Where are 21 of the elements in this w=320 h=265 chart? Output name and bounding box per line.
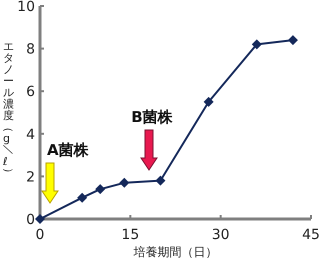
y-tick-label: 10 — [17, 0, 35, 15]
x-tick-label: 45 — [302, 227, 320, 243]
y-tick-label: 2 — [26, 169, 35, 186]
point — [155, 176, 166, 186]
annotation: B菌株 — [131, 108, 174, 126]
point — [288, 35, 298, 46]
annotation: A菌株 — [47, 141, 90, 159]
point — [252, 39, 262, 50]
point — [204, 96, 214, 107]
x-axis-title: 培養期間（日） — [132, 245, 218, 259]
y-tick-label: 8 — [26, 42, 35, 58]
point — [35, 214, 45, 224]
y-axis-title: エタノール濃度（g／ℓ） — [2, 40, 15, 178]
point — [77, 192, 88, 203]
x-tick-label: 15 — [121, 227, 140, 243]
point — [95, 184, 106, 194]
y-tick-label: 4 — [26, 126, 36, 143]
point — [119, 178, 130, 188]
y-tick-label: 0 — [26, 212, 35, 228]
y-tick-label: 6 — [26, 84, 36, 100]
x-tick-label: 30 — [212, 227, 230, 243]
